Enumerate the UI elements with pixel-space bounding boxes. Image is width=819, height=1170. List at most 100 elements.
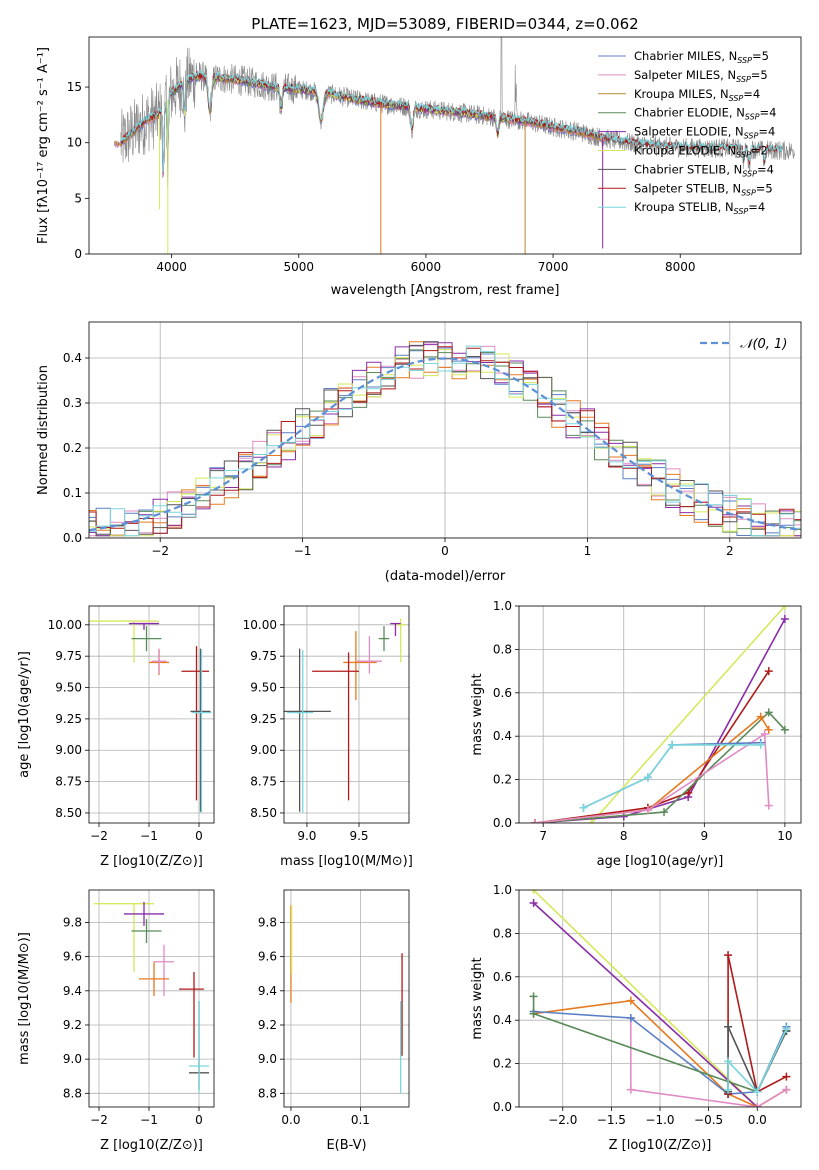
legend-entry: Salpeter MILES, NSSP=5 bbox=[634, 68, 768, 84]
y-tick-label: 0.4 bbox=[493, 729, 512, 743]
y-tick-label: 0 bbox=[74, 247, 82, 261]
y-tick-label: 9.00 bbox=[55, 743, 82, 757]
series-kroupa-elodie bbox=[587, 606, 789, 823]
series-marker bbox=[760, 730, 769, 739]
series-marker bbox=[782, 1085, 791, 1094]
y-tick-label: 0.2 bbox=[493, 1057, 512, 1071]
y-tick-label: 0.1 bbox=[63, 486, 82, 500]
y-tick-label: 9.2 bbox=[63, 1018, 82, 1032]
series-line bbox=[533, 902, 758, 1107]
axes-frame bbox=[88, 605, 215, 824]
plot-area bbox=[89, 606, 214, 823]
legend-entry: 𝒩(0, 1) bbox=[740, 337, 787, 352]
x-tick-label: −1 bbox=[140, 1113, 158, 1127]
y-tick-label: 8.8 bbox=[63, 1086, 82, 1100]
figure-title: PLATE=1623, MJD=53089, FIBERID=0344, z=0… bbox=[251, 15, 638, 33]
legend-entry: Chabrier STELIB, NSSP=4 bbox=[634, 162, 774, 178]
x-axis-label: age [log10(age/yr)] bbox=[597, 854, 724, 869]
plot-area bbox=[519, 606, 801, 823]
y-tick-label: 8.50 bbox=[55, 806, 82, 820]
point-kroupa-elodie bbox=[89, 620, 159, 663]
x-tick-label: −0.5 bbox=[694, 1113, 723, 1127]
panel-residuals: −2 −1 0 1 2 0.0 0.1 0.2 0.3 0.4 𝒩(0, 1) (data-model… bbox=[36, 321, 802, 584]
x-axis-label: (data-model)/error bbox=[385, 569, 506, 584]
y-tick-label: 0.6 bbox=[493, 970, 512, 984]
point-kroupa-miles bbox=[139, 961, 169, 996]
series-marker bbox=[780, 725, 789, 734]
y-tick-label: 9.00 bbox=[250, 743, 277, 757]
y-tick-label: 10.00 bbox=[48, 618, 82, 632]
point-salpeter-stelib bbox=[179, 972, 204, 1058]
series-kroupa-miles bbox=[531, 712, 773, 823]
x-tick-label: −1 bbox=[140, 829, 158, 843]
point-salpeter-elodie bbox=[129, 622, 159, 630]
series-line bbox=[590, 606, 786, 823]
legend-entry: Kroupa MILES, NSSP=4 bbox=[634, 87, 760, 103]
point-chabrier-elodie bbox=[131, 626, 162, 652]
series-marker bbox=[529, 992, 538, 1001]
x-tick-label: 2 bbox=[726, 544, 734, 558]
series-marker bbox=[724, 951, 733, 960]
point-kroupa-stelib bbox=[287, 649, 314, 813]
legend-entry: Kroupa STELIB, NSSP=4 bbox=[634, 200, 765, 216]
y-tick-label: 0.0 bbox=[63, 531, 82, 545]
series-marker bbox=[780, 615, 789, 624]
point-kroupa-stelib bbox=[189, 1001, 209, 1094]
series-marker bbox=[643, 805, 652, 814]
legend-entry: Salpeter ELODIE, NSSP=4 bbox=[634, 125, 775, 141]
panel-weight-vs-Z: −2.0 −1.5 −1.0 −0.5 0.0 0.0 0.2 0.4 0.6 0.8 1.0 Z [… bbox=[470, 883, 802, 1153]
y-tick-label: 9.25 bbox=[250, 712, 277, 726]
x-axis-label: Z [log10(Z/Z⊙)] bbox=[100, 1138, 203, 1153]
y-tick-label: 0.2 bbox=[63, 441, 82, 455]
series-marker bbox=[764, 725, 773, 734]
legend-entry: Kroupa ELODIE, NSSP=2 bbox=[634, 144, 768, 160]
plot-area bbox=[89, 322, 801, 538]
y-axis-label: Flux [fλ10⁻¹⁷ erg cm⁻² s⁻¹ A⁻¹] bbox=[36, 47, 51, 244]
y-tick-label: 0.0 bbox=[493, 816, 512, 830]
panel-mass-vs-Z: −2 −1 0 8.8 9.0 9.2 9.4 9.6 9.8 Z [log10(Z/Z⊙)] ma… bbox=[17, 889, 215, 1153]
legend: 𝒩(0, 1) bbox=[700, 337, 787, 352]
y-tick-label: 0.8 bbox=[493, 642, 512, 656]
gaussian-curve bbox=[89, 357, 801, 532]
y-tick-label: 9.8 bbox=[258, 915, 277, 929]
x-tick-label: 0.0 bbox=[748, 1113, 767, 1127]
axes-frame bbox=[283, 605, 410, 824]
series-marker bbox=[764, 801, 773, 810]
axes-frame bbox=[88, 36, 802, 255]
x-tick-label: 6000 bbox=[411, 260, 442, 274]
y-tick-label: 9.50 bbox=[250, 681, 277, 695]
series-marker bbox=[626, 1085, 635, 1094]
point-kroupa-stelib bbox=[191, 649, 212, 813]
point-salpeter-stelib bbox=[312, 652, 359, 801]
y-tick-label: 8.8 bbox=[258, 1086, 277, 1100]
x-tick-label: 0 bbox=[195, 829, 203, 843]
model-line-chabrier-elodie bbox=[171, 73, 528, 136]
series-marker bbox=[782, 1072, 791, 1081]
x-tick-label: 8000 bbox=[665, 260, 696, 274]
y-tick-label: 0.4 bbox=[493, 1013, 512, 1027]
point-salpeter-miles bbox=[154, 944, 174, 996]
series-salpeter-elodie bbox=[529, 899, 762, 1107]
y-tick-label: 0.3 bbox=[63, 396, 82, 410]
legend: Chabrier MILES, NSSP=5 Salpeter MILES, NS… bbox=[598, 49, 776, 216]
y-tick-label: 9.4 bbox=[258, 984, 277, 998]
series-kroupa-stelib bbox=[724, 1024, 791, 1096]
y-tick-label: 1.0 bbox=[493, 599, 512, 613]
legend-entry: Chabrier MILES, NSSP=5 bbox=[634, 49, 769, 65]
series-kroupa-elodie bbox=[529, 890, 762, 1107]
y-tick-label: 9.4 bbox=[63, 984, 82, 998]
plot-area bbox=[89, 890, 214, 1107]
x-tick-label: 0.1 bbox=[351, 1113, 370, 1127]
series-marker bbox=[531, 819, 540, 823]
y-axis-label: mass weight bbox=[470, 673, 485, 755]
series-line bbox=[534, 670, 770, 823]
plot-area bbox=[284, 890, 409, 1107]
y-axis-label: Normed distribution bbox=[36, 365, 51, 495]
point-salpeter-miles bbox=[151, 648, 167, 674]
y-tick-label: 0.8 bbox=[493, 926, 512, 940]
x-tick-label: 10 bbox=[777, 829, 792, 843]
x-tick-label: 0 bbox=[195, 1113, 203, 1127]
model-line-salpeter-elodie bbox=[171, 73, 528, 133]
residual-histogram-salpeter-stelib bbox=[89, 346, 801, 537]
panel-age-vs-mass: 9.0 9.5 8.50 8.75 9.00 9.25 9.50 9.75 10.00 mass … bbox=[243, 605, 413, 869]
